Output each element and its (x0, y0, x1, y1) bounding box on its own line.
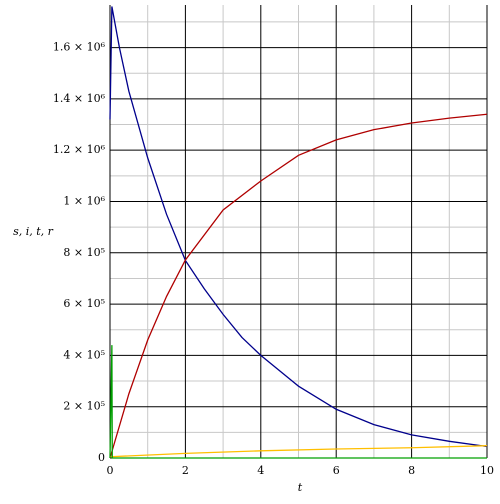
x-tick-label: 0 (107, 464, 114, 477)
y-tick-label: 1.6 × 10⁶ (53, 41, 106, 54)
y-axis-label: s, i, t, r (13, 225, 54, 238)
y-tick-label: 2 × 10⁵ (63, 400, 105, 413)
line-series (109, 6, 488, 448)
y-tick-label: 6 × 10⁵ (63, 297, 105, 310)
y-tick-label: 4 × 10⁵ (63, 348, 105, 361)
x-axis-label: t (298, 481, 303, 494)
y-tick-label: 0 (98, 451, 105, 464)
x-tick-label: 4 (257, 464, 264, 477)
y-tick-label: 8 × 10⁵ (63, 246, 105, 259)
x-tick-label: 8 (408, 464, 415, 477)
line-series (109, 345, 487, 459)
line-series (109, 445, 488, 458)
y-tick-label: 1.4 × 10⁶ (53, 92, 106, 105)
x-tick-label: 6 (333, 464, 340, 477)
x-tick-label: 2 (182, 464, 189, 477)
line-series (109, 113, 488, 459)
y-tick-label: 1 × 10⁶ (63, 194, 105, 207)
y-tick-label: 1.2 × 10⁶ (53, 143, 106, 156)
x-tick-label: 10 (480, 464, 494, 477)
